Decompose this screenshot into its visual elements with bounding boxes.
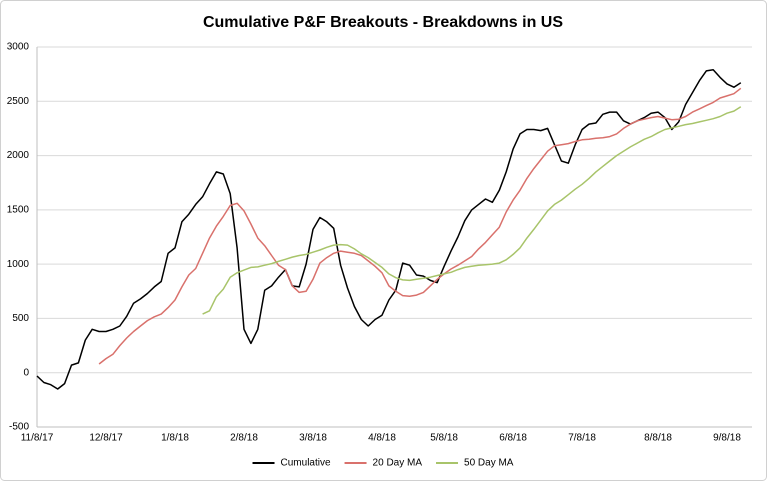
series-line (202, 106, 742, 315)
series-line (98, 87, 742, 365)
y-tick-label: -500 (9, 422, 29, 433)
legend-label: 50 Day MA (464, 458, 514, 469)
series-line (36, 69, 742, 390)
y-tick-label: 1000 (7, 259, 30, 270)
x-tick-label: 4/8/18 (368, 433, 396, 444)
x-tick-label: 8/8/18 (644, 433, 672, 444)
x-tick-label: 6/8/18 (499, 433, 527, 444)
x-tick-label: 7/8/18 (568, 433, 596, 444)
x-tick-label: 12/8/17 (89, 433, 123, 444)
x-tick-label: 2/8/18 (230, 433, 258, 444)
x-tick-label: 11/8/17 (21, 433, 54, 444)
y-tick-label: 0 (23, 367, 29, 378)
legend-label: Cumulative (281, 458, 331, 469)
y-tick-label: 2500 (7, 96, 30, 107)
x-tick-label: 5/8/18 (430, 433, 458, 444)
y-tick-label: 1500 (7, 204, 30, 215)
legend-label: 20 Day MA (373, 458, 423, 469)
y-tick-label: 500 (12, 313, 29, 324)
chart-title: Cumulative P&F Breakouts - Breakdowns in… (203, 14, 563, 31)
y-tick-label: 2000 (7, 150, 30, 161)
x-tick-label: 3/8/18 (299, 433, 327, 444)
x-tick-label: 9/8/18 (713, 433, 741, 444)
y-tick-label: 3000 (7, 42, 30, 53)
x-tick-label: 1/8/18 (161, 433, 189, 444)
